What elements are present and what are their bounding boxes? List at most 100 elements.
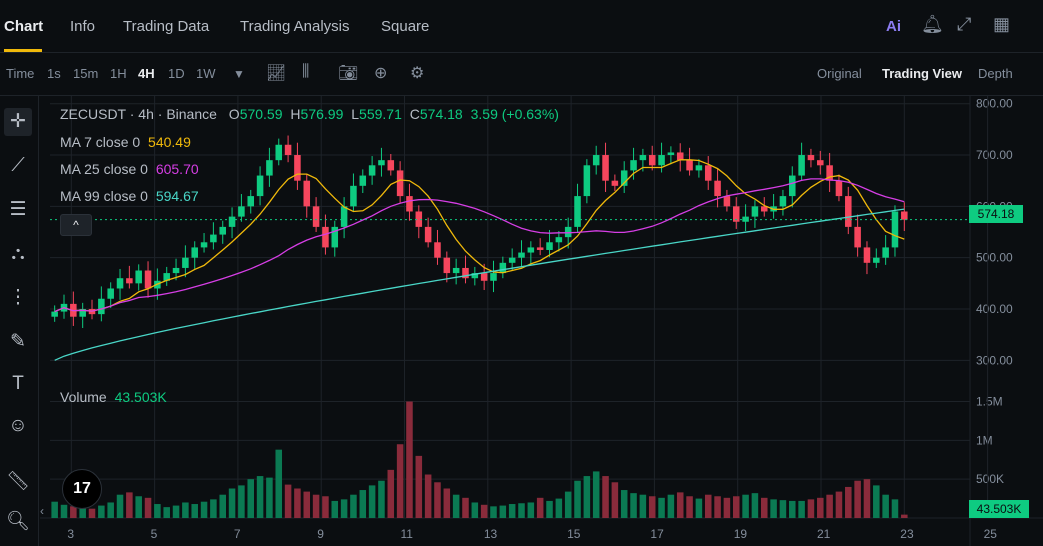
candle-body	[536, 247, 544, 250]
close-label: C	[409, 106, 420, 122]
volume-bar	[760, 497, 768, 518]
candle-body	[182, 257, 189, 268]
volume-bar	[387, 469, 395, 518]
candle-body	[228, 216, 236, 227]
candle-body	[499, 262, 507, 274]
layout-grid-icon[interactable]: ▦	[993, 14, 1011, 34]
tab-square[interactable]: Square	[381, 18, 430, 35]
ai-assistant-icon[interactable]: Ai	[886, 18, 901, 35]
interval-1d[interactable]: 1D	[168, 66, 185, 81]
candle-body	[555, 237, 563, 243]
volume-bar	[154, 504, 161, 518]
volume-bar	[592, 471, 600, 518]
volume-bar	[648, 496, 656, 518]
emoji-icon[interactable]: ☺	[8, 415, 28, 436]
view-trading-view[interactable]: Trading View	[882, 66, 962, 81]
tab-trading-data[interactable]: Trading Data	[123, 18, 210, 35]
volume-bar	[443, 488, 451, 518]
volume-tick-label: 1.5M	[976, 395, 1003, 409]
candle-type-icon[interactable]: ⫼	[302, 63, 310, 80]
pattern-icon[interactable]: ⛬	[11, 243, 25, 264]
open-label: O	[228, 106, 240, 122]
candle-body	[723, 196, 731, 207]
fullscreen-icon[interactable]: ⤢	[957, 14, 972, 34]
volume-tick-label: 1M	[976, 433, 993, 447]
volume-bar	[480, 504, 488, 518]
interval-15m[interactable]: 15m	[73, 66, 99, 81]
volume-bar	[200, 501, 208, 518]
price-chart[interactable]: 800.00700.00600.00500.00400.00300.001.5M…	[40, 96, 1043, 546]
volume-bar	[312, 494, 320, 518]
view-depth[interactable]: Depth	[978, 66, 1013, 81]
volume-bar	[564, 491, 572, 518]
interval-1s[interactable]: 1s	[47, 66, 61, 81]
crosshair-icon[interactable]: ✛	[4, 108, 32, 136]
indicator-icon[interactable]: 📈︎	[266, 65, 287, 82]
volume-bar	[294, 488, 301, 518]
volume-value: 43.503K	[114, 389, 167, 405]
interval-1w[interactable]: 1W	[196, 66, 216, 81]
candle-body	[191, 247, 198, 258]
camera-icon[interactable]: 📷︎	[338, 65, 359, 82]
horizontal-lines-icon[interactable]: ☰	[9, 199, 27, 220]
price-tick-label: 800.00	[976, 97, 1013, 111]
time-tick-label: 5	[151, 527, 158, 541]
drawing-toolbar: ✛ ⟋ ☰ ⛬ ⋮ ✎ T ☺ 📏︎ 🔍︎	[0, 96, 39, 546]
price-tick-label: 300.00	[976, 353, 1013, 367]
tab-chart[interactable]: Chart	[4, 18, 44, 35]
volume-bar	[583, 476, 591, 518]
volume-bar	[639, 494, 647, 518]
candle-body	[817, 160, 824, 166]
candle-body	[873, 257, 880, 263]
candle-body	[443, 257, 451, 274]
zoom-icon[interactable]: 🔍︎	[5, 511, 31, 532]
volume-bar	[518, 503, 525, 518]
volume-bar	[284, 484, 292, 518]
candle-body	[732, 206, 740, 222]
add-icon[interactable]: ⊕	[374, 65, 388, 82]
ruler-icon[interactable]: 📏︎	[5, 471, 31, 492]
volume-bar	[676, 492, 684, 518]
active-tab-indicator	[4, 49, 42, 52]
time-tick-label: 9	[317, 527, 324, 541]
candle-body	[434, 242, 441, 258]
volume-bar	[817, 497, 824, 518]
candle-body	[340, 206, 348, 227]
fib-retracement-icon[interactable]: ⋮	[8, 287, 28, 308]
candle-body	[51, 311, 58, 317]
brush-icon[interactable]: ✎	[10, 331, 26, 352]
candle-body	[676, 152, 684, 161]
volume-bar	[695, 498, 703, 518]
settings-icon[interactable]: ⚙	[410, 65, 425, 82]
volume-bar	[135, 496, 142, 518]
volume-bar	[723, 497, 731, 518]
view-original[interactable]: Original	[817, 66, 862, 81]
candle-body	[648, 155, 656, 166]
tab-info[interactable]: Info	[70, 18, 96, 35]
time-tick-label: 19	[734, 527, 748, 541]
trend-line-icon[interactable]: ⟋	[11, 155, 25, 176]
tab-trading-analysis[interactable]: Trading Analysis	[240, 18, 350, 35]
candle-body	[518, 252, 525, 258]
volume-bar	[779, 500, 787, 518]
collapse-legend-button[interactable]: ^	[60, 214, 92, 236]
text-icon[interactable]: T	[12, 373, 24, 394]
candle-body	[210, 234, 217, 243]
candle-body	[667, 152, 675, 156]
volume-bar	[667, 494, 675, 518]
volume-bar	[378, 480, 385, 518]
scroll-left-icon[interactable]: ‹	[40, 504, 44, 518]
tradingview-logo[interactable]: 17	[62, 469, 102, 509]
interval-4h[interactable]: 4H	[138, 66, 155, 81]
volume-bar	[79, 507, 86, 518]
candle-body	[303, 180, 311, 207]
interval-dropdown-icon[interactable]: ▼	[233, 67, 245, 81]
ma25-label: MA 25 close 0	[60, 161, 148, 177]
candle-body	[592, 155, 600, 166]
bell-icon[interactable]: 🔔︎	[921, 14, 944, 34]
interval-time[interactable]: Time	[6, 66, 35, 81]
interval-1h[interactable]: 1H	[110, 66, 127, 81]
ma7-value: 540.49	[148, 134, 191, 150]
volume-bar	[658, 497, 665, 518]
volume-bar	[60, 504, 68, 518]
